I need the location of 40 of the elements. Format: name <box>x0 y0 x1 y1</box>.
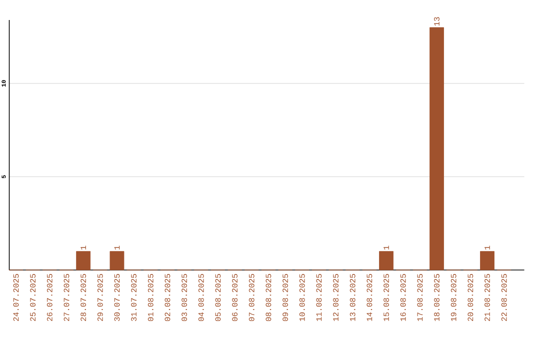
bar <box>379 251 394 270</box>
bar <box>110 251 124 270</box>
x-tick-label: 03.08.2025 <box>182 274 188 322</box>
x-tick-label: 04.08.2025 <box>198 274 204 322</box>
x-tick-label: 18.08.2025 <box>434 274 440 321</box>
data-label: 1 <box>114 246 120 250</box>
x-tick-label: 01.08.2025 <box>148 274 154 322</box>
x-tick-label: 24.07.2025 <box>13 274 19 321</box>
x-tick-label: 17.08.2025 <box>417 274 423 321</box>
x-tick-label: 27.07.2025 <box>64 274 70 321</box>
x-tick-label: 08.08.2025 <box>266 274 272 322</box>
x-tick-label: 15.08.2025 <box>384 274 389 321</box>
x-tick-label: 07.08.2025 <box>248 274 254 322</box>
x-tick-label: 09.08.2025 <box>282 274 288 322</box>
x-tick-label: 31.07.2025 <box>131 274 137 322</box>
x-tick-label: 16.08.2025 <box>400 274 406 321</box>
x-tick-label: 26.07.2025 <box>46 274 52 321</box>
bar <box>76 251 91 270</box>
x-tick-label: 19.08.2025 <box>450 274 456 321</box>
x-tick-label: 10.08.2025 <box>299 274 305 321</box>
data-label: 1 <box>80 246 86 250</box>
x-tick-label: 21.08.2025 <box>484 274 490 321</box>
data-label: 13 <box>434 17 440 26</box>
x-tick-label: 28.07.2025 <box>80 274 86 321</box>
x-tick-label: 02.08.2025 <box>164 274 170 322</box>
x-tick-label: 05.08.2025 <box>215 274 221 322</box>
x-tick-label: 13.08.2025 <box>350 274 356 321</box>
data-label: 1 <box>484 246 490 250</box>
bar <box>430 27 444 270</box>
bar <box>480 251 494 270</box>
x-tick-label: 12.08.2025 <box>333 274 338 321</box>
x-tick-label: 30.07.2025 <box>114 274 120 322</box>
data-label: 1 <box>384 246 389 250</box>
x-tick-label: 20.08.2025 <box>468 274 474 321</box>
x-tick-label: 06.08.2025 <box>232 274 238 322</box>
x-tick-label: 11.08.2025 <box>316 274 322 321</box>
x-tick-label: 29.07.2025 <box>97 274 103 321</box>
x-tick-label: 25.07.2025 <box>30 274 36 321</box>
x-tick-label: 22.08.2025 <box>501 274 507 321</box>
x-tick-label: 14.08.2025 <box>366 274 372 321</box>
